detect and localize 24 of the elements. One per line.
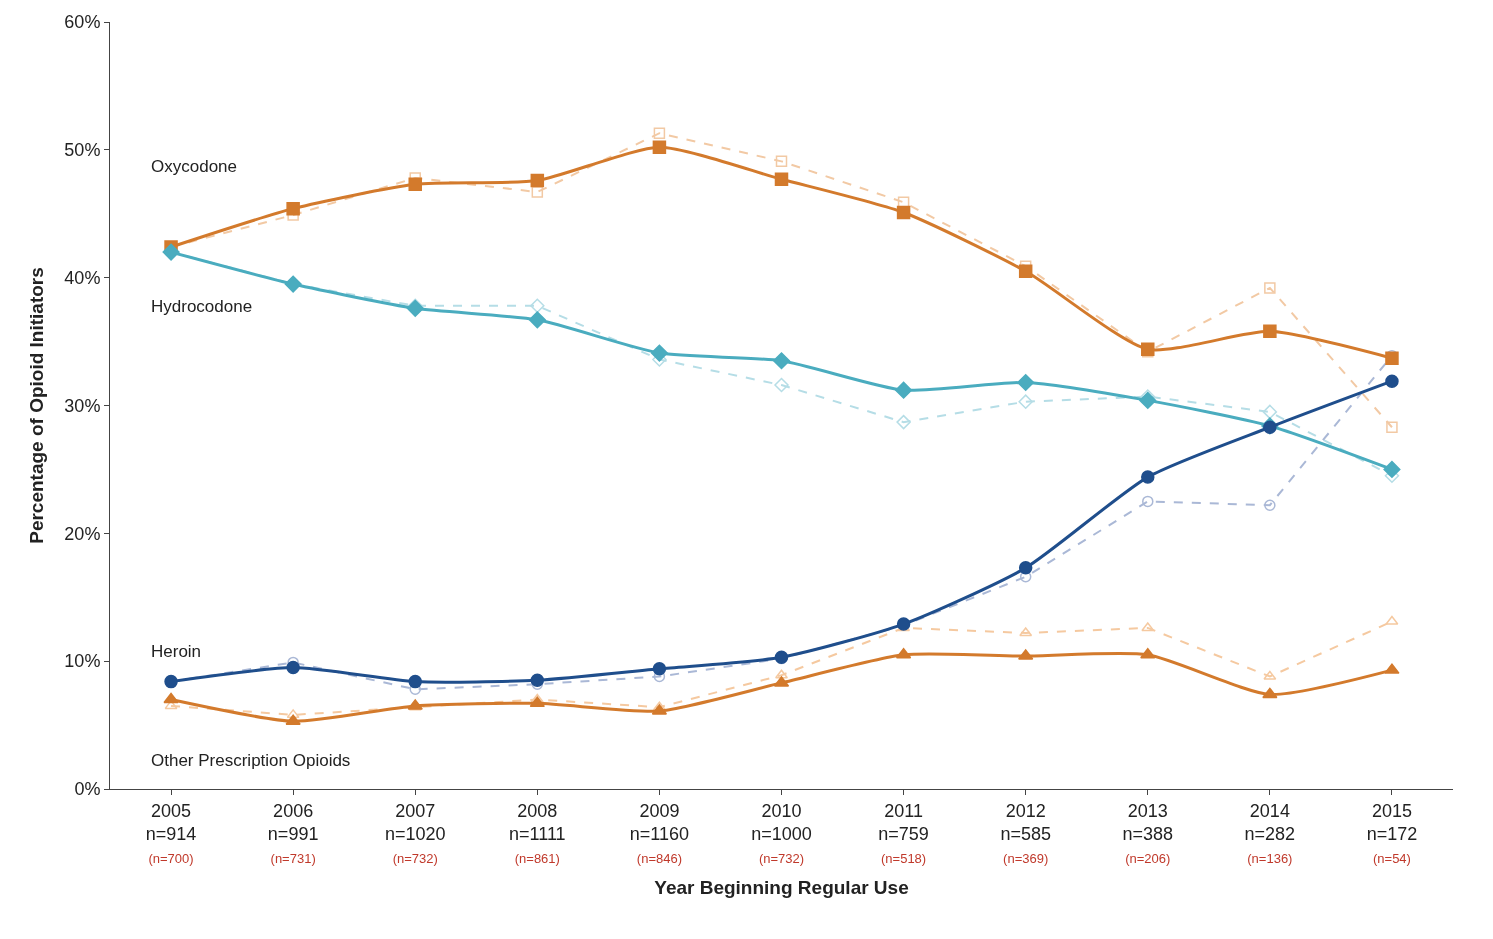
y-tick-label: 0% — [74, 779, 101, 800]
y-tick-label: 10% — [64, 651, 101, 672]
y-tick-label: 30% — [64, 395, 101, 416]
x-tick-label: 2012 n=585 (n=369) — [1000, 800, 1051, 867]
y-tick-label: 60% — [64, 12, 101, 33]
series-label: Hydrocodone — [151, 297, 253, 316]
x-tick-label: 2014 n=282 (n=136) — [1244, 800, 1296, 867]
x-tick-label: 2007 n=1020 (n=732) — [384, 800, 446, 867]
y-tick-label: 50% — [64, 140, 101, 161]
text: Other Prescription Opioids — [151, 751, 351, 770]
x-tick-label: 2015 n=172 (n=54) — [1366, 800, 1418, 867]
y-tick-label: 40% — [64, 267, 101, 288]
x-tick-label: 2010 n=1000 (n=732) — [751, 800, 812, 867]
x-tick-label: 2005 n=914 (n=700) — [145, 800, 197, 867]
x-tick-label: 2011 n=759 (n=518) — [878, 800, 929, 867]
text: Oxycodone — [151, 157, 237, 176]
y-axis-title: Percentage of Opioid Initiators — [26, 267, 48, 544]
series-label: Heroin — [151, 642, 202, 661]
x-tick-label: 2009 n=1160 (n=846) — [629, 800, 690, 867]
x-tick-label: 2013 n=388 (n=206) — [1122, 800, 1174, 867]
x-tick-label: 2008 n=1111 (n=861) — [509, 800, 566, 867]
x-axis-title: Year Beginning Regular Use — [654, 877, 909, 899]
y-tick-label: 20% — [64, 523, 101, 544]
x-tick-label: 2006 n=991 (n=731) — [267, 800, 319, 867]
